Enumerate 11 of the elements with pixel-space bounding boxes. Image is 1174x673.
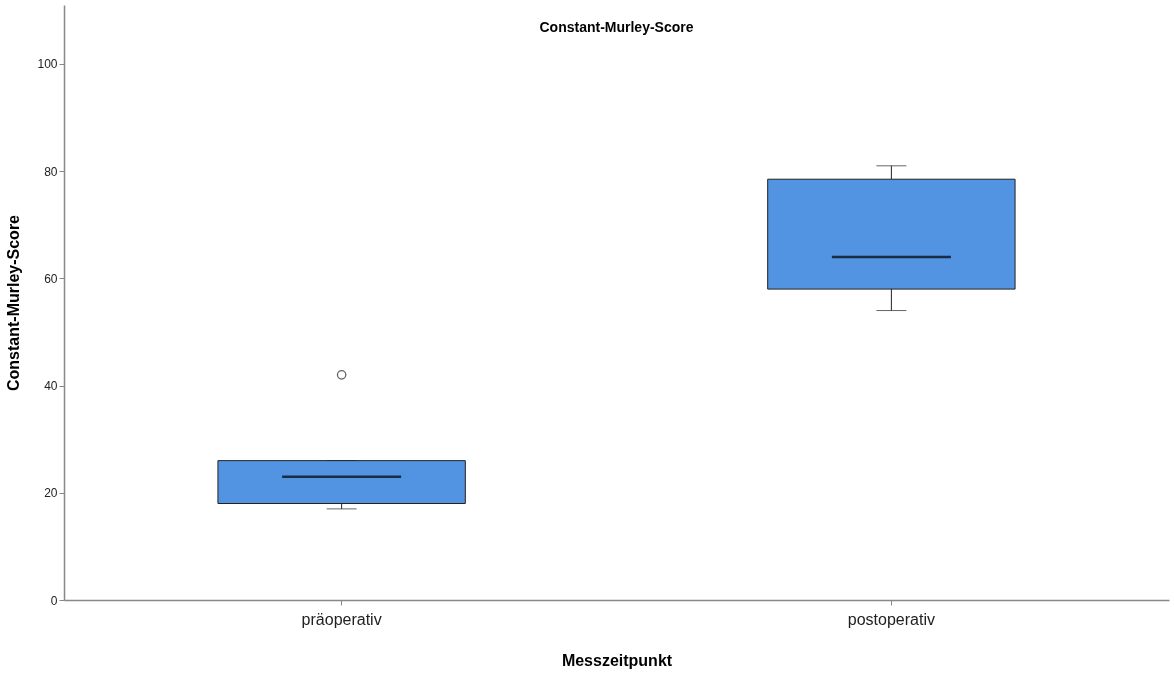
- x-tick-label: postoperativ: [847, 610, 935, 628]
- y-tick-label: 60: [44, 271, 58, 286]
- y-tick-label: 100: [37, 57, 58, 72]
- y-axis-title: Constant-Murley-Score: [5, 214, 23, 392]
- y-tick-label: 0: [50, 593, 58, 608]
- text: Constant-Murley-Score: [539, 19, 694, 35]
- y-tick-label: 20: [44, 486, 58, 501]
- x-tick-label: präoperativ: [301, 610, 382, 628]
- y-tick-label: 40: [44, 379, 58, 394]
- y-tick-label: 80: [44, 164, 58, 179]
- x-axis-title: Messzeitpunkt: [561, 651, 673, 669]
